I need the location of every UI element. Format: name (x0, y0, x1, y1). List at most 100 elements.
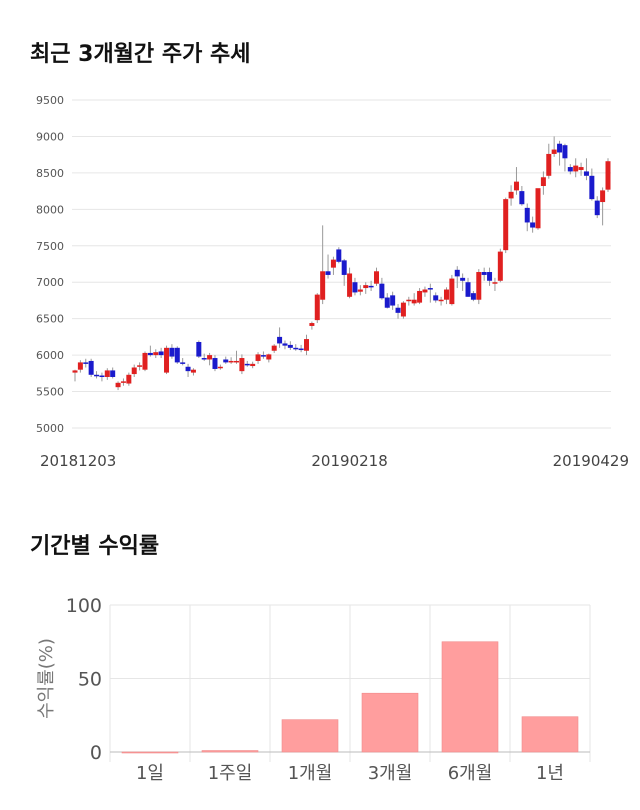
candle-body (411, 299, 417, 304)
candle-body (417, 290, 423, 303)
category-label: 1년 (536, 763, 564, 784)
candle-body (142, 352, 148, 370)
candle-body (217, 366, 223, 369)
y-tick-label: 5500 (36, 386, 64, 399)
candle-body (309, 323, 315, 326)
candle-body (352, 282, 358, 293)
candle-body (395, 307, 401, 313)
candle-body (201, 358, 207, 360)
candle-body (368, 285, 374, 288)
candle-body (557, 143, 563, 153)
candle-body (390, 295, 396, 306)
category-label: 1주일 (208, 763, 253, 784)
candle-body (524, 207, 530, 223)
candlestick-chart: 5000 5500 6000 6500 7000 7500 8000 8500 9000 9500… (36, 94, 629, 470)
candle-body (126, 374, 132, 384)
candle-body (153, 352, 159, 356)
return-period-title: 기간별 수익률 (30, 534, 160, 559)
candle-body (115, 382, 121, 388)
candle-body (449, 278, 455, 305)
candle-body (363, 285, 369, 289)
candle-body (137, 365, 143, 367)
candle-body (250, 363, 256, 367)
return-bar (281, 719, 339, 753)
return-bar (361, 692, 419, 753)
candle-body (266, 354, 272, 360)
candle-body (438, 299, 444, 302)
candle-body (341, 260, 347, 275)
category-label: 1일 (136, 763, 164, 784)
y-tick-label: 5000 (36, 422, 64, 435)
candle-body (465, 282, 471, 297)
candle-body (147, 352, 153, 356)
candle-body (164, 347, 170, 373)
category-label: 6개월 (448, 763, 493, 784)
candle-body (487, 272, 493, 281)
candle-body (384, 297, 390, 308)
candle-body (223, 359, 229, 363)
candle-body (271, 345, 277, 351)
candle-body (422, 289, 428, 293)
candle-body (180, 362, 186, 364)
x-date-label: 20181203 (40, 452, 116, 470)
return-bar (201, 750, 259, 753)
candle-body (282, 343, 288, 346)
x-date-label: 20190218 (311, 452, 387, 470)
candle-body (470, 293, 476, 300)
candle-body (573, 165, 579, 172)
y-tick-label: 8500 (36, 167, 64, 180)
candle-body (287, 344, 293, 348)
y-tick-label: 9500 (36, 94, 64, 107)
y-tick-label: 7500 (36, 240, 64, 253)
candle-body (379, 283, 385, 299)
candle-body (476, 272, 482, 300)
y-tick-label: 0 (90, 742, 102, 764)
candle-body (207, 355, 213, 360)
candle-body (535, 188, 541, 229)
candle-body (77, 362, 83, 370)
category-label: 3개월 (368, 763, 413, 784)
category-label: 1개월 (288, 763, 333, 784)
candle-body (234, 360, 240, 363)
candle-body (260, 355, 266, 357)
candle-body (567, 167, 573, 172)
candle-body (492, 282, 498, 284)
candle-body (196, 341, 202, 357)
candle-body (460, 277, 466, 281)
candle-body (94, 374, 100, 377)
candle-body (540, 177, 546, 187)
candle-body (551, 149, 557, 154)
candle-body (174, 347, 180, 363)
candle-body (99, 375, 105, 378)
candle-body (562, 145, 568, 159)
candle-body (373, 271, 379, 284)
candle-body (277, 336, 283, 344)
candle-body (443, 289, 449, 300)
candle-body (546, 153, 552, 176)
y-tick-label: 6000 (36, 349, 64, 362)
candle-body (519, 191, 525, 205)
candle-body (406, 299, 412, 302)
candle-body (212, 358, 218, 369)
candle-body (298, 348, 304, 351)
candle-body (513, 181, 519, 191)
candle-body (110, 370, 116, 377)
candle-body (530, 222, 536, 228)
candle-body (120, 381, 126, 383)
candle-body (185, 366, 191, 372)
candle-body (293, 347, 299, 350)
price-trend-title: 최근 3개월간 주가 추세 (30, 42, 251, 67)
candle-body (497, 251, 503, 281)
candle-body (589, 175, 595, 200)
candle-body (325, 271, 331, 275)
candle-body (304, 339, 310, 351)
x-date-label: 20190429 (553, 452, 629, 470)
candle-body (454, 269, 460, 277)
candle-body (357, 289, 363, 292)
candle-body (239, 358, 245, 372)
candle-body (481, 272, 487, 275)
candle-body (88, 360, 94, 375)
candle-body (427, 288, 433, 290)
candle-body (330, 259, 336, 268)
y-axis-label: 수익률(%) (36, 638, 57, 719)
